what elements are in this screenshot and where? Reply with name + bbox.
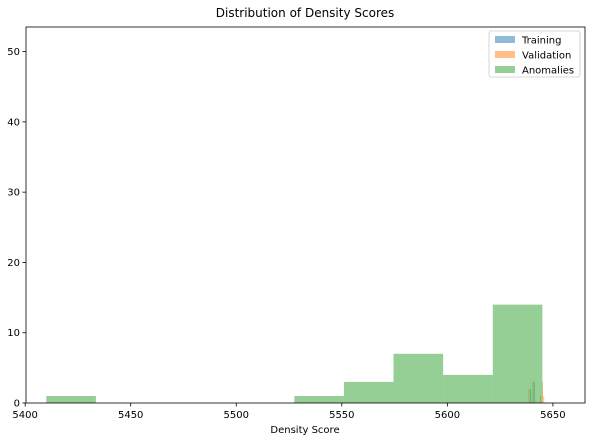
x-tick-label: 5650	[540, 410, 565, 421]
x-tick-label: 5500	[224, 410, 249, 421]
bar-anomalies-6	[343, 381, 394, 403]
legend-label-training: Training	[521, 36, 561, 47]
legend-swatch-training	[495, 36, 515, 43]
bar-anomalies-0	[46, 395, 96, 403]
bar-anomalies-7	[393, 353, 444, 403]
y-tick-label: 40	[7, 117, 20, 128]
x-tick-label: 5450	[118, 410, 143, 421]
legend-swatch-anomalies	[495, 66, 515, 73]
y-tick-label: 20	[7, 258, 20, 269]
bar-validation-3	[541, 381, 543, 403]
x-tick-label: 5600	[435, 410, 460, 421]
x-axis-ticks: 5400 5450 5500 5550 5600 5650	[12, 403, 566, 421]
y-tick-label: 50	[7, 47, 20, 58]
x-tick-label: 5550	[329, 410, 354, 421]
histogram-bars	[46, 304, 545, 403]
y-tick-label: 10	[7, 328, 20, 339]
bar-validation-4	[543, 395, 545, 403]
legend-label-validation: Validation	[522, 51, 571, 62]
y-tick-label: 30	[7, 188, 20, 199]
legend-label-anomalies: Anomalies	[522, 66, 574, 77]
x-tick-label: 5400	[12, 410, 37, 421]
bar-anomalies-5	[294, 395, 344, 403]
legend: Training Validation Anomalies	[488, 30, 581, 78]
chart-title: Distribution of Density Scores	[216, 6, 395, 20]
legend-swatch-validation	[495, 51, 515, 58]
x-axis-label: Density Score	[270, 425, 339, 436]
axes	[25, 26, 586, 404]
plot-frame	[25, 26, 586, 404]
bar-anomalies-9	[492, 304, 543, 403]
bar-anomalies-8	[443, 374, 493, 403]
y-tick-label: 0	[14, 399, 20, 410]
y-axis-ticks: 0 10 20 30 40 50	[7, 47, 26, 410]
